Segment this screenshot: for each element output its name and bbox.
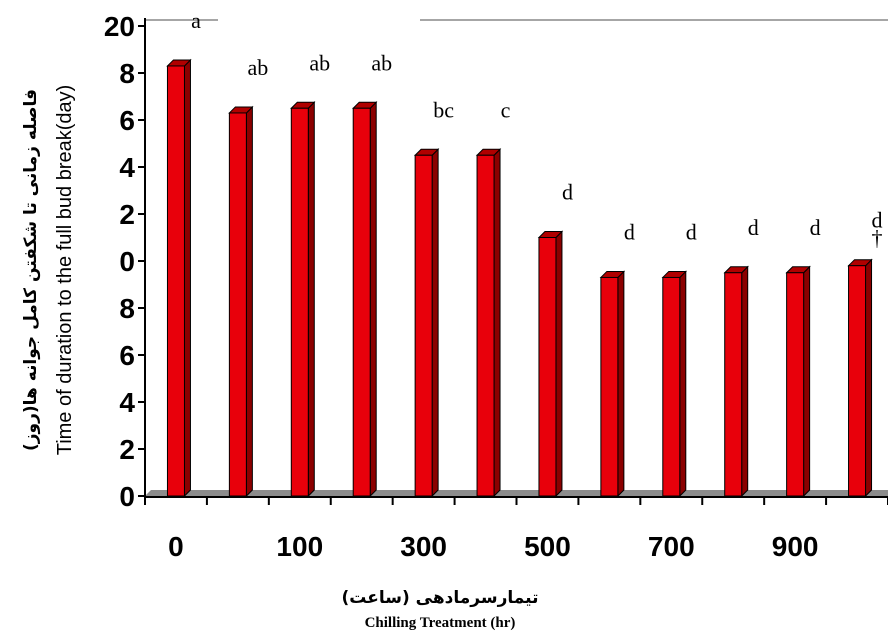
- x-tick-labels: 0 100 300 500 700 900: [168, 531, 818, 562]
- chart-bars: [167, 60, 871, 496]
- y-tick-label: 8: [119, 58, 135, 89]
- y-tick-label: 2: [119, 199, 135, 230]
- y-tick-label: 6: [119, 340, 135, 371]
- x-tick-label: 0: [168, 531, 184, 562]
- x-tick-label: 900: [772, 531, 819, 562]
- chart-floor: [145, 490, 888, 496]
- bar: [849, 260, 872, 496]
- significance-letter: d: [810, 215, 821, 240]
- significance-letter: d: [686, 219, 697, 244]
- y-axis-label-persian: فاصله زمانی تا شکفتن کامل جوانه ها(روز): [21, 89, 41, 451]
- x-tick-label: 100: [276, 531, 323, 562]
- bar: [229, 107, 252, 496]
- x-axis-label: Chilling Treatment (hr): [365, 615, 516, 631]
- significance-letter: ab: [309, 50, 330, 75]
- significance-letter: ab: [247, 55, 268, 80]
- y-tick-label: 0: [119, 246, 135, 277]
- x-axis-label-persian: تیمارسرمادهی (ساعت): [342, 588, 539, 608]
- bar: [477, 149, 500, 496]
- y-tick-label: 0: [119, 481, 135, 512]
- significance-letter: d: [624, 219, 635, 244]
- significance-letter: d: [748, 215, 759, 240]
- y-tick-label: 2: [119, 434, 135, 465]
- bar: [601, 271, 624, 496]
- y-tick-label: 4: [119, 387, 135, 418]
- significance-letter: ab: [371, 50, 392, 75]
- bar: [539, 232, 562, 497]
- significance-letter: d: [562, 180, 573, 205]
- x-tick-label: 500: [524, 531, 571, 562]
- y-tick-label: 6: [119, 105, 135, 136]
- bar: [291, 102, 314, 496]
- bar: [663, 271, 686, 496]
- significance-letter: bc: [433, 97, 454, 122]
- bar: [167, 60, 190, 496]
- bar: [787, 267, 810, 496]
- bar: [353, 102, 376, 496]
- significance-letter: c: [501, 97, 511, 122]
- significance-letter: a: [191, 8, 201, 33]
- y-tick-label: 20: [104, 11, 135, 42]
- bar: [725, 267, 748, 496]
- y-axis-label: Time of duration to the full bud break(d…: [54, 85, 76, 456]
- y-tick-label: 8: [119, 293, 135, 324]
- x-tick-label: 700: [648, 531, 695, 562]
- x-tick-label: 300: [400, 531, 447, 562]
- y-tick-label: 4: [119, 152, 135, 183]
- dagger-mark: †: [872, 226, 883, 251]
- y-tick-labels: 0 2 4 6 8 0 2 4 6 8 20: [104, 11, 136, 512]
- bar: [415, 149, 438, 496]
